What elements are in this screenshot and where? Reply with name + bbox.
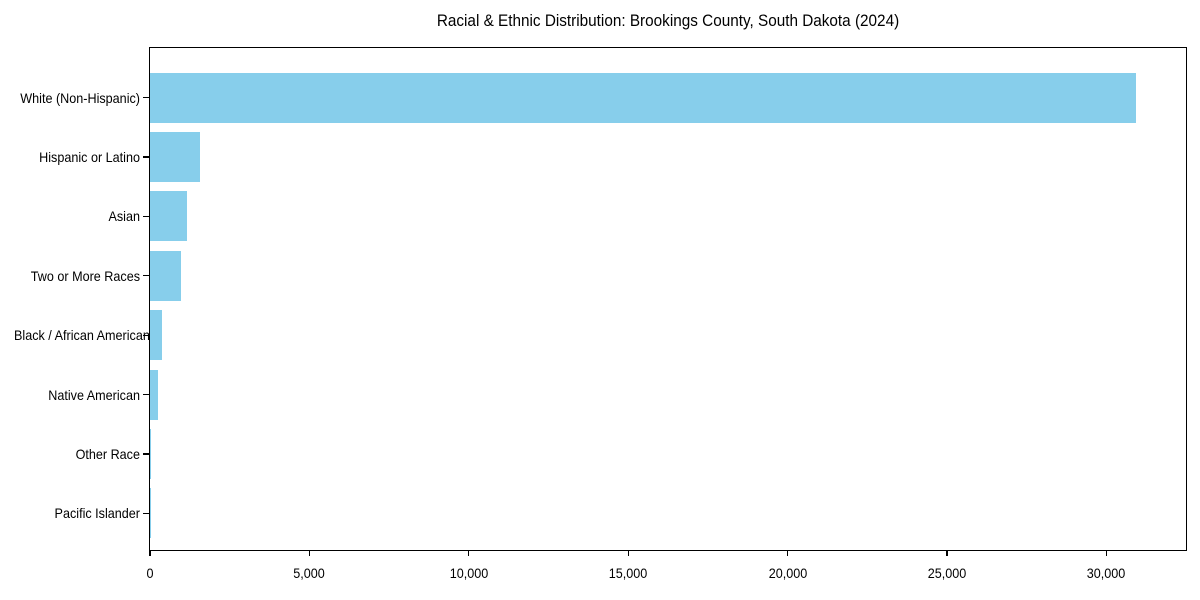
y-axis-label-native-american: Native American	[48, 386, 140, 403]
y-tick-pacific-islander	[143, 512, 149, 514]
y-axis-label-white-non-hispanic: White (Non-Hispanic)	[20, 89, 140, 106]
x-tick-10000	[468, 551, 470, 556]
y-tick-hispanic-or-latino	[143, 156, 149, 158]
bar-two-or-more-races	[150, 250, 181, 301]
y-tick-asian	[143, 215, 149, 218]
y-axis-label-two-or-more-races: Two or More Races	[30, 267, 141, 284]
bar-hispanic-or-latino	[150, 132, 201, 183]
x-tick-label-25000: 25,000	[927, 565, 967, 581]
x-tick-label-10000: 10,000	[449, 565, 489, 581]
bar-white-non-hispanic	[150, 72, 1137, 123]
chart-title: Racial & Ethnic Distribution: Brookings …	[436, 11, 900, 30]
y-axis-label-asian: Asian	[108, 208, 140, 225]
bar-black-african-american	[150, 310, 162, 361]
x-tick-label-0: 0	[146, 565, 154, 581]
x-tick-label-30000: 30,000	[1087, 565, 1126, 581]
bar-native-american	[150, 369, 158, 420]
y-tick-two-or-more-races	[143, 275, 149, 277]
bar-asian	[150, 191, 187, 242]
x-tick-20000	[786, 551, 789, 556]
y-axis-label-pacific-islander: Pacific Islander	[54, 505, 141, 522]
plot-area	[143, 47, 1187, 556]
x-tick-label-20000: 20,000	[768, 565, 807, 581]
y-tick-white-non-hispanic	[143, 97, 149, 99]
y-axis-label-black-african-american: Black / African American	[14, 327, 150, 344]
x-tick-label-15000: 15,000	[608, 565, 648, 581]
y-tick-native-american	[143, 393, 149, 396]
x-tick-15000	[627, 551, 629, 556]
x-tick-0	[149, 551, 151, 556]
y-tick-black-african-american	[143, 334, 149, 336]
x-tick-25000	[946, 551, 948, 556]
y-axis-label-other-race: Other Race	[75, 445, 140, 462]
x-tick-30000	[1105, 551, 1107, 556]
x-tick-label-5000: 5,000	[293, 565, 326, 581]
x-tick-5000	[308, 551, 310, 556]
y-tick-other-race	[143, 453, 149, 455]
bar-other-race	[150, 428, 151, 479]
y-axis-label-hispanic-or-latino: Hispanic or Latino	[39, 149, 140, 166]
